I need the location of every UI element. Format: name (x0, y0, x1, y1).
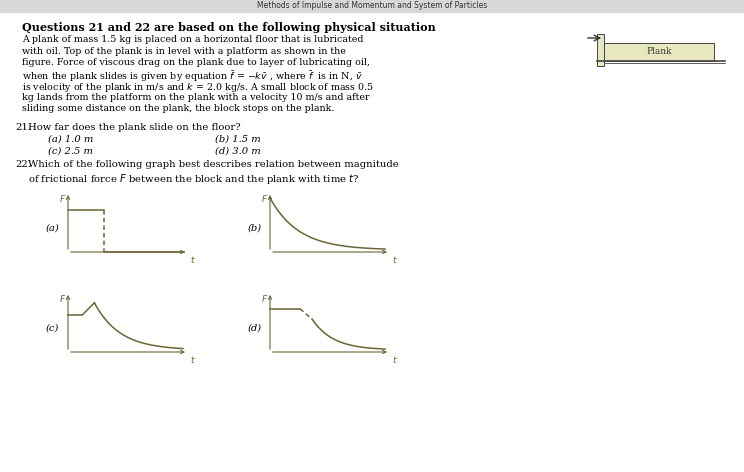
Text: with oil. Top of the plank is in level with a platform as shown in the: with oil. Top of the plank is in level w… (22, 47, 346, 56)
Text: $t$: $t$ (392, 254, 398, 265)
Text: (b): (b) (248, 224, 262, 233)
Text: (d): (d) (248, 323, 262, 332)
Text: (c) 2.5 m: (c) 2.5 m (48, 147, 93, 156)
Text: (d) 3.0 m: (d) 3.0 m (215, 147, 260, 156)
Text: sliding some distance on the plank, the block stops on the plank.: sliding some distance on the plank, the … (22, 104, 334, 113)
Bar (597, 34, 604, 66)
Text: $t$: $t$ (190, 254, 196, 265)
Text: $F$: $F$ (59, 193, 66, 204)
Text: Which of the following graph best describes relation between magnitude: Which of the following graph best descri… (28, 160, 399, 169)
Text: (b) 1.5 m: (b) 1.5 m (215, 135, 260, 144)
Text: Plank: Plank (647, 48, 672, 57)
Text: $F$: $F$ (59, 293, 66, 304)
Text: Questions 21 and 22 are based on the following physical situation: Questions 21 and 22 are based on the fol… (22, 22, 436, 33)
Text: Methods of Impulse and Momentum and System of Particles: Methods of Impulse and Momentum and Syst… (257, 1, 487, 10)
Text: when the plank slides is given by equation $\bar{f}$ = $-k\bar{v}$ , where $\bar: when the plank slides is given by equati… (22, 69, 363, 84)
Text: is velocity of the plank in m/s and $k$ = 2.0 kg/s. A small block of mass 0.5: is velocity of the plank in m/s and $k$ … (22, 81, 374, 94)
Text: $F$: $F$ (260, 193, 268, 204)
Text: (c): (c) (46, 323, 60, 332)
Bar (604, 43, 714, 61)
Text: (a): (a) (46, 224, 60, 233)
Bar (0, 0, 744, 12)
Text: $F$: $F$ (260, 293, 268, 304)
Text: 21.: 21. (15, 123, 31, 132)
Text: $t$: $t$ (392, 354, 398, 365)
Text: $t$: $t$ (190, 354, 196, 365)
Text: A plank of mass 1.5 kg is placed on a horizontal floor that is lubricated: A plank of mass 1.5 kg is placed on a ho… (22, 35, 364, 44)
Text: of frictional force $F$ between the block and the plank with time $t$?: of frictional force $F$ between the bloc… (28, 172, 359, 186)
Text: (a) 1.0 m: (a) 1.0 m (48, 135, 94, 144)
Text: How far does the plank slide on the floor?: How far does the plank slide on the floo… (28, 123, 240, 132)
Text: kg lands from the platform on the plank with a velocity 10 m/s and after: kg lands from the platform on the plank … (22, 93, 370, 101)
Text: figure. Force of viscous drag on the plank due to layer of lubricating oil,: figure. Force of viscous drag on the pla… (22, 58, 370, 67)
Text: 22.: 22. (15, 160, 31, 169)
